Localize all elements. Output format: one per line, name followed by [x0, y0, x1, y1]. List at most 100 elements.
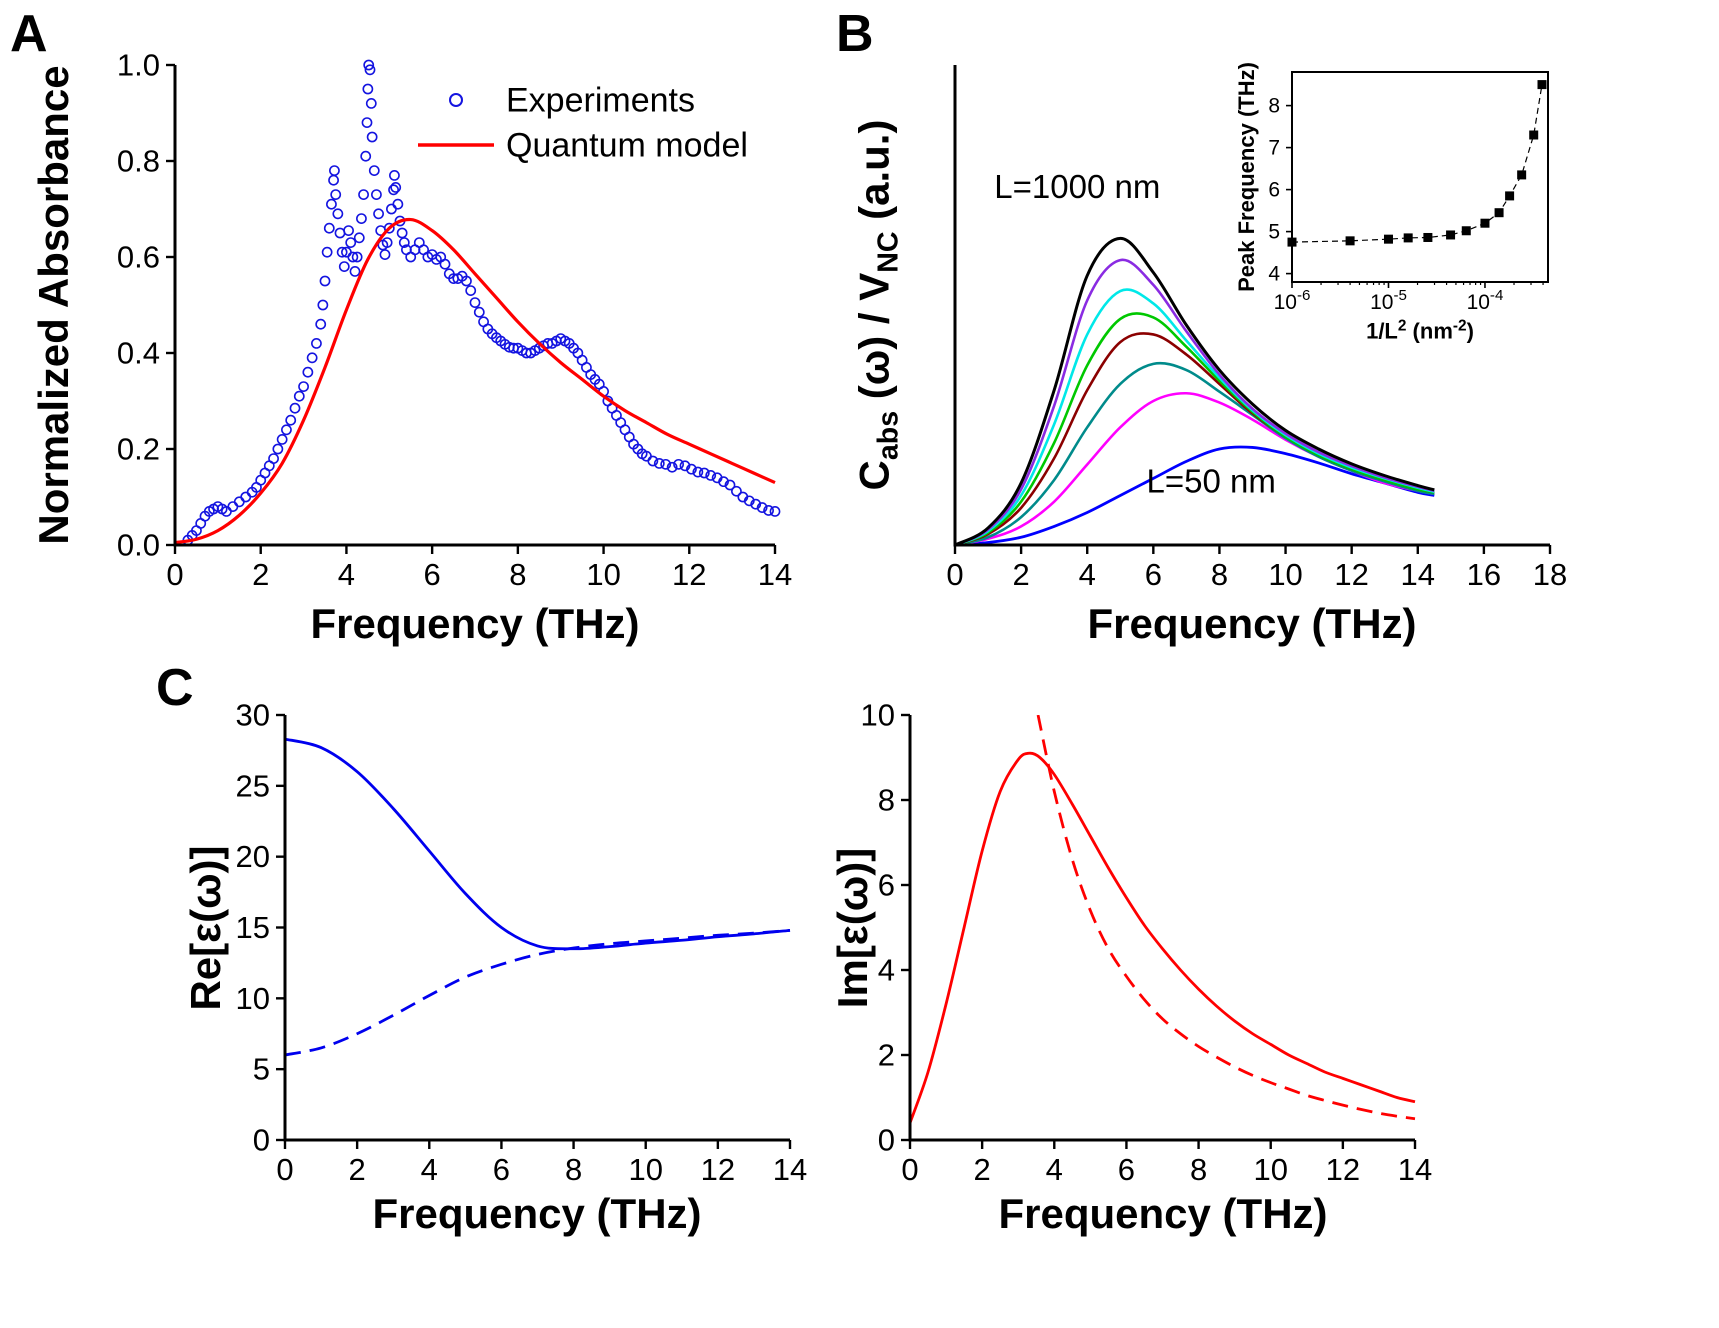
- data-point-circle: [756, 502, 768, 513]
- y-tick-label: 4: [878, 953, 895, 988]
- data-point-circle: [653, 457, 665, 469]
- panelB-curve-intermediate-darkcyan: [954, 361, 1435, 547]
- x-tick-label: 6: [1118, 1152, 1135, 1187]
- data-point-circle: [351, 251, 363, 263]
- data-point-circle: [769, 505, 781, 517]
- panelB-series-L=1000 nm: [954, 236, 1435, 547]
- data-point-circle: [398, 237, 410, 248]
- x-tick-label: 4: [421, 1152, 438, 1187]
- data-point-square: [1383, 234, 1393, 244]
- y-tick-label: 10: [861, 698, 895, 733]
- x-tick-label: 8: [1211, 557, 1228, 592]
- x-tick-label: 18: [1533, 557, 1567, 592]
- panelB-curve-intermediate-violet: [954, 258, 1435, 547]
- data-point-circle: [666, 461, 678, 473]
- panel-b-ylabel: Cabs (ω) / VNC (a.u.): [850, 119, 905, 491]
- panelCim-series-Im-epsilon-dashed: [1036, 715, 1416, 1121]
- x-tick-label: 2: [1012, 557, 1029, 592]
- data-point-circle: [673, 458, 684, 470]
- data-point-circle: [317, 299, 329, 311]
- data-point-circle: [396, 227, 408, 239]
- y-tick-label: 0.8: [117, 144, 160, 179]
- data-point-circle: [371, 189, 382, 200]
- data-point-circle: [233, 496, 245, 508]
- data-point-circle: [473, 306, 485, 318]
- x-tick-label: 10: [586, 557, 620, 592]
- data-point-circle: [750, 498, 762, 510]
- x-tick-label: 10-6: [1274, 287, 1311, 314]
- panel-c-re-xlabel: Frequency (THz): [372, 1190, 702, 1237]
- data-point-circle: [272, 443, 284, 455]
- data-point-circle: [289, 402, 301, 414]
- x-tick-label: 12: [672, 557, 706, 592]
- y-tick-label: 10: [236, 981, 270, 1016]
- y-tick-label: 0.4: [117, 336, 160, 371]
- y-tick-label: 4: [1268, 263, 1280, 286]
- panel-c-im-xlabel: Frequency (THz): [998, 1190, 1328, 1237]
- data-point-circle: [647, 455, 659, 467]
- y-tick-label: 30: [236, 698, 270, 733]
- curve-annotation: L=1000 nm: [994, 168, 1160, 205]
- y-tick-label: 0: [253, 1123, 270, 1158]
- y-tick-label: 8: [878, 783, 895, 818]
- x-tick-label: 4: [338, 557, 355, 592]
- data-point-square: [1480, 218, 1490, 228]
- panel-a-xlabel: Frequency (THz): [310, 600, 640, 647]
- data-point-circle: [332, 208, 344, 220]
- panelB-series-intermediate-cyan: [954, 288, 1435, 547]
- data-point-circle: [705, 469, 717, 481]
- legend-label: Experiments: [506, 82, 695, 120]
- data-point-circle: [465, 285, 477, 296]
- panelA-series-Quantum model: [174, 217, 776, 545]
- inset-background: [1292, 72, 1548, 282]
- x-tick-label: 10: [628, 1152, 662, 1187]
- data-point-circle: [321, 246, 333, 258]
- x-tick-label: 8: [509, 557, 526, 592]
- panelCim: 0 2 4 6 8 10 12 14 0 2 4 6 8 10: [861, 698, 1433, 1187]
- data-point-circle: [323, 222, 335, 234]
- panelCim-curve-Im-epsilon-solid: [908, 751, 1416, 1124]
- data-point-circle: [298, 381, 309, 392]
- data-point-circle: [281, 424, 292, 436]
- inset-frame: [1291, 71, 1549, 283]
- inset-xlabel: 1/L2 (nm-2): [1366, 317, 1474, 344]
- panelCre-curve-Re-epsilon-solid: [284, 737, 791, 951]
- x-tick-label: 2: [252, 557, 269, 592]
- data-point-circle: [731, 485, 742, 497]
- panelCim-curve-Im-epsilon-dashed: [1036, 715, 1416, 1121]
- data-point-circle: [293, 390, 305, 402]
- data-point-circle: [276, 433, 288, 445]
- x-tick-label: 10-5: [1370, 287, 1407, 314]
- data-point-circle: [285, 414, 297, 426]
- y-tick-label: 2: [878, 1038, 895, 1073]
- data-point-square: [1461, 226, 1471, 236]
- data-point-circle: [328, 174, 339, 186]
- data-point-circle: [349, 265, 361, 277]
- data-point-circle: [343, 225, 354, 236]
- panelCre-series-Re-epsilon-solid: [284, 737, 791, 951]
- data-point-circle: [326, 198, 337, 210]
- x-tick-label: 14: [773, 1152, 807, 1187]
- panelB-curve-intermediate-green: [954, 312, 1435, 547]
- data-point-circle: [368, 165, 380, 176]
- panelA-series-Experiments: [182, 59, 781, 546]
- y-tick-label: 5: [253, 1052, 270, 1087]
- data-point-square: [1423, 232, 1433, 242]
- data-point-circle: [366, 131, 378, 143]
- panel-a-letter: A: [10, 5, 48, 63]
- data-point-square: [1505, 191, 1515, 201]
- x-tick-label: 10-4: [1467, 287, 1504, 314]
- inset: 10-6 10-5 10-4 4 5 6 7 8: [1268, 71, 1549, 314]
- y-tick-label: 7: [1268, 137, 1280, 160]
- panelA-curve-Quantum model: [174, 217, 776, 545]
- x-tick-label: 6: [493, 1152, 510, 1187]
- data-point-circle: [381, 237, 393, 248]
- x-tick-label: 14: [1398, 1152, 1432, 1187]
- panelCre: 0 2 4 6 8 10 12 14 0 5 10 15 20 25 30: [236, 698, 808, 1187]
- data-point-circle: [353, 232, 365, 244]
- data-point-circle: [338, 261, 350, 272]
- y-tick-label: 1.0: [117, 48, 160, 83]
- data-point-circle: [388, 184, 399, 196]
- data-point-square: [1345, 236, 1355, 246]
